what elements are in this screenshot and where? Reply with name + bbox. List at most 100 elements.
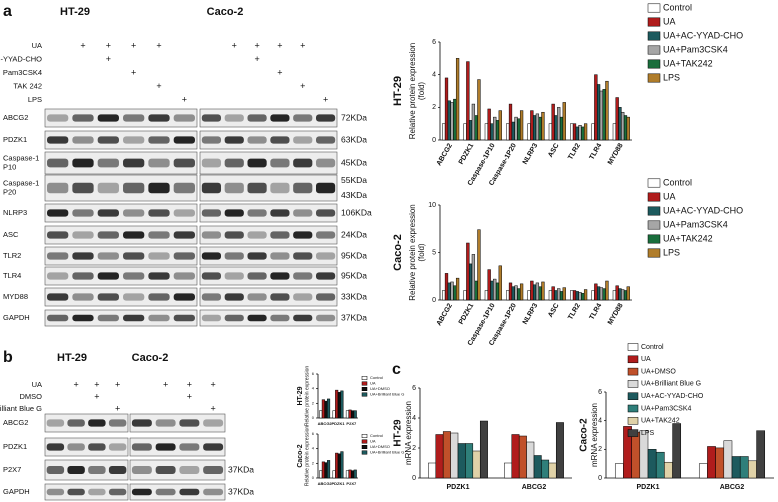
treatment-sign: +	[80, 40, 85, 50]
treatment-sign: +	[163, 379, 168, 389]
x-tick-label: ABCG2	[436, 302, 454, 327]
x-tick-label: TLR4	[589, 302, 604, 321]
blot-band	[46, 419, 65, 427]
bar	[345, 470, 349, 479]
blot-band	[72, 314, 94, 322]
blot-band	[123, 114, 145, 122]
band-label: ASC	[3, 230, 19, 239]
blot-band	[201, 136, 222, 144]
x-tick-label: MYD88	[607, 142, 625, 166]
blot-band	[315, 231, 336, 239]
cell-line-label: Caco-2	[132, 352, 169, 364]
blot-band	[173, 182, 195, 194]
bar	[453, 285, 457, 301]
blot-band	[67, 419, 85, 427]
bar	[511, 286, 515, 301]
blot-band	[148, 158, 170, 168]
blot-band	[293, 182, 313, 194]
legend-swatch	[647, 59, 661, 69]
blot-band	[203, 419, 224, 427]
bar	[602, 288, 606, 301]
bar	[487, 108, 491, 141]
bar	[518, 435, 527, 479]
blot-band	[224, 209, 244, 217]
y-tick-label: 2	[312, 400, 315, 405]
x-tick-label: TLR4	[589, 142, 604, 161]
chart-title: Caco-2	[297, 444, 304, 467]
bar	[498, 110, 502, 141]
bar	[477, 229, 481, 301]
blot-band	[131, 466, 152, 474]
chart-title: Caco-2	[579, 418, 590, 452]
blot-strip	[44, 246, 198, 266]
treatment-sign: +	[300, 40, 305, 50]
legend-swatch	[647, 192, 661, 202]
blot-band	[155, 488, 176, 496]
bar	[506, 290, 510, 301]
bar	[468, 263, 473, 301]
bar	[327, 398, 331, 419]
legend-label: UA+DMSO	[370, 444, 390, 449]
x-tick-label: ABCG2	[522, 484, 547, 491]
legend-swatch	[647, 17, 661, 27]
kda-label: 95KDa	[341, 250, 367, 260]
legend-label: UA+DMSO	[370, 386, 390, 391]
blot-band	[97, 231, 119, 239]
legend-swatch	[647, 234, 661, 244]
bar	[490, 123, 494, 141]
blot-band	[247, 114, 267, 122]
blot-band	[203, 443, 224, 451]
kda-label: 37KDa	[228, 486, 254, 496]
treatment-sign: +	[300, 81, 305, 91]
bar	[575, 291, 579, 301]
bar	[605, 80, 609, 141]
blot-band	[47, 136, 69, 144]
bar	[623, 115, 628, 141]
bar	[672, 423, 682, 479]
blot-strip	[199, 108, 338, 128]
blot-band	[247, 231, 267, 239]
blot-band	[72, 209, 94, 217]
legend-swatch	[627, 417, 639, 425]
blot-band	[270, 182, 290, 194]
bar	[548, 123, 553, 141]
legend-label: UA+TAK242	[663, 233, 713, 243]
bar	[435, 434, 444, 479]
blot-band	[123, 293, 145, 301]
blot-band	[315, 272, 336, 280]
treatment-sign: +	[94, 391, 99, 401]
bar	[472, 450, 481, 479]
bar	[535, 113, 540, 141]
bar	[519, 110, 524, 141]
y-tick-label: 6	[312, 371, 315, 376]
legend-label: Control	[370, 375, 383, 380]
legend-swatch	[361, 387, 368, 391]
legend-swatch	[361, 439, 368, 444]
legend-label: UA+Brilliant Blue G	[641, 381, 701, 388]
y-tick-label: 0	[312, 475, 315, 480]
x-tick-label: ABCG2	[318, 421, 333, 426]
band-label: NLRP3	[3, 208, 27, 217]
bar	[570, 290, 574, 301]
treatment-sign: +	[131, 67, 136, 77]
bar	[463, 123, 467, 141]
blot-band	[108, 466, 127, 474]
y-axis-label: Relative protein expression	[408, 43, 417, 140]
treatment-sign: +	[254, 40, 259, 50]
bar	[614, 463, 624, 479]
blot-band	[155, 443, 176, 451]
blot-band	[270, 272, 290, 280]
bar	[554, 290, 558, 301]
treatment-sign: +	[254, 54, 259, 64]
blot-band	[224, 114, 244, 122]
bar	[581, 293, 585, 301]
blot-band	[224, 293, 244, 301]
bar	[506, 123, 510, 141]
legend-label: Control	[370, 433, 383, 438]
x-tick-label: PDZK1	[447, 484, 470, 491]
blot-band	[201, 272, 222, 280]
bar	[572, 123, 577, 141]
blot-strip	[44, 437, 129, 457]
blot-band	[97, 293, 119, 301]
blot-band	[97, 314, 119, 322]
